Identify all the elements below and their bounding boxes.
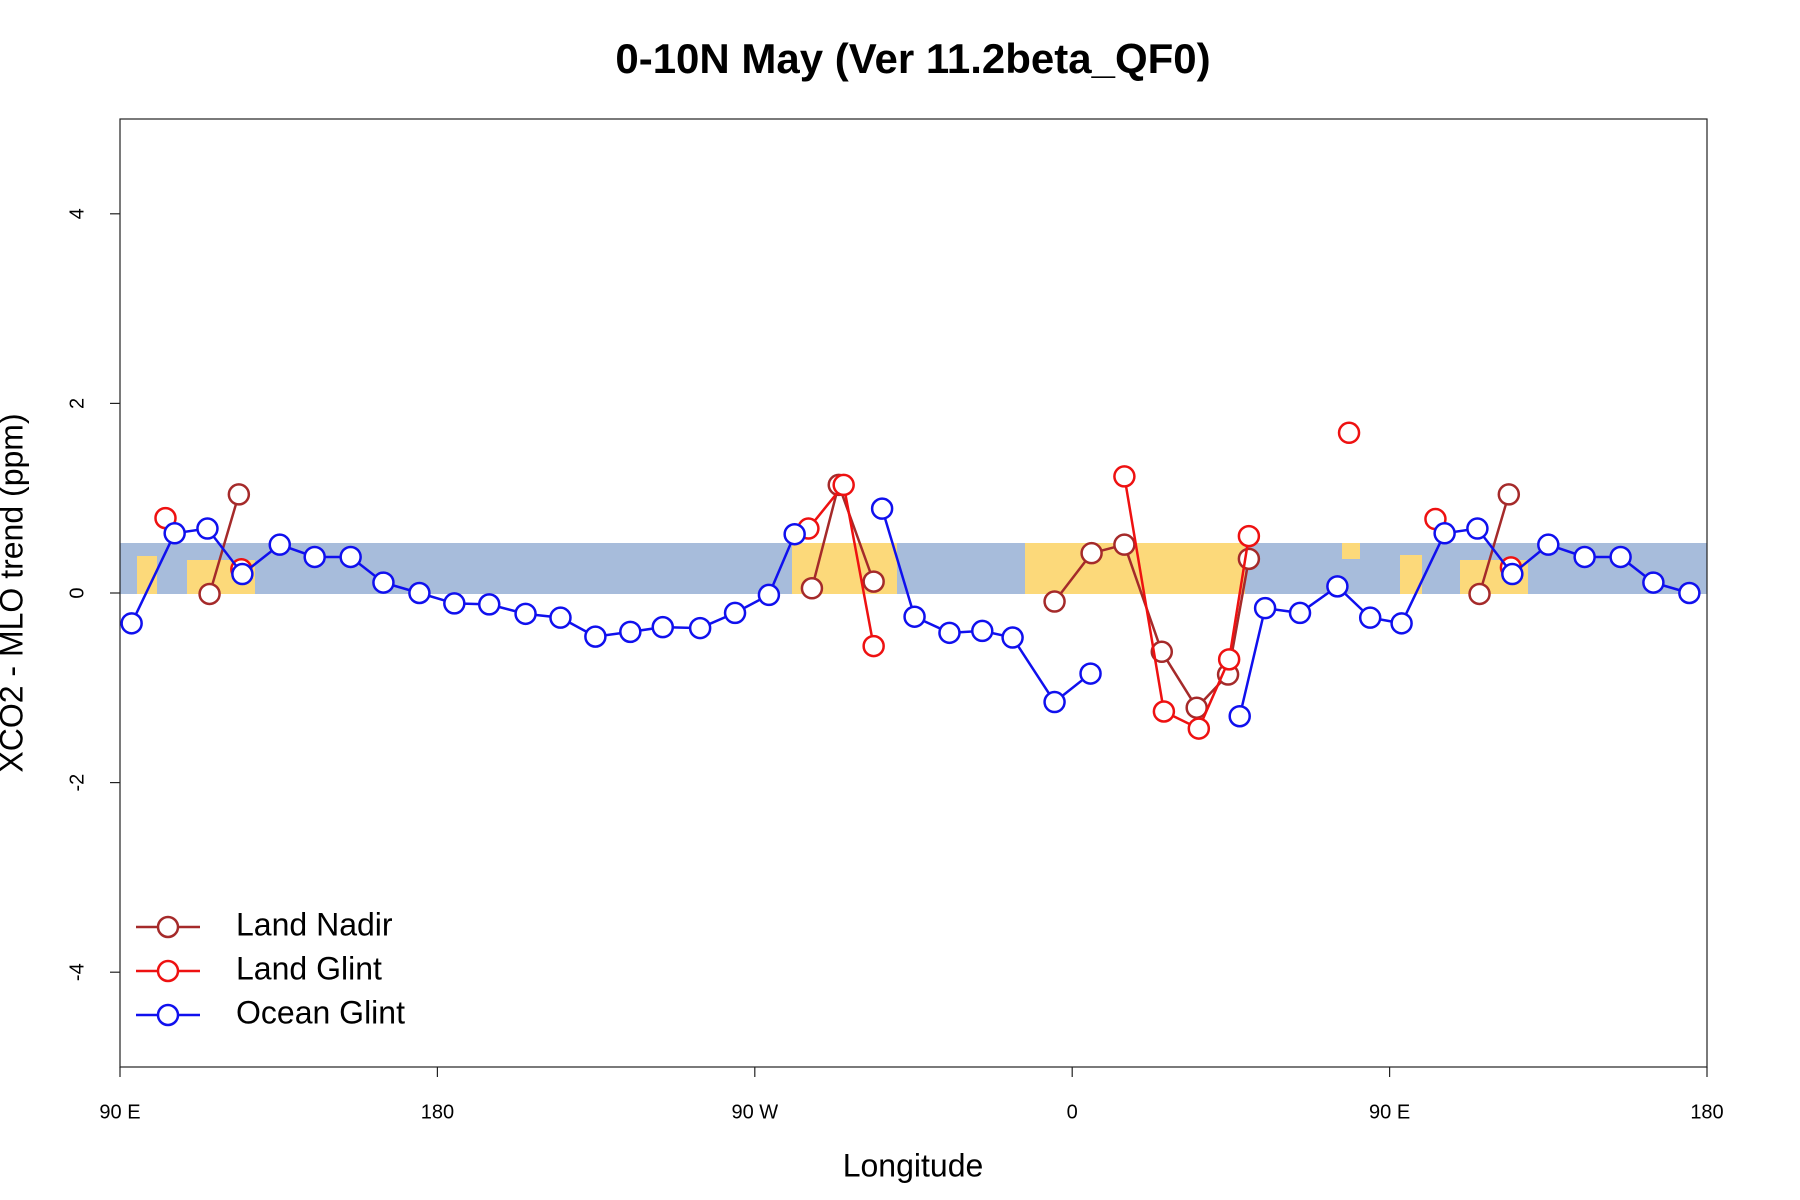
data-point [1497, 483, 1521, 506]
x-tick-label: 90 E [1369, 1101, 1410, 1123]
legend-label: Ocean Glint [236, 994, 405, 1030]
data-point [549, 606, 572, 629]
data-point [688, 616, 712, 640]
y-axis-label: XCO2 - MLO trend (ppm) [0, 413, 29, 772]
x-axis-label: Longitude [843, 1147, 984, 1183]
data-point [1609, 545, 1632, 569]
y-tick-label: 2 [66, 398, 88, 409]
legend-label: Land Nadir [236, 906, 393, 942]
chart-title: 0-10N May (Ver 11.2beta_QF0) [615, 35, 1210, 82]
data-point [1152, 700, 1176, 723]
data-point [1043, 690, 1066, 714]
data-point [303, 545, 326, 569]
data-point [1501, 562, 1524, 586]
data-point [971, 619, 994, 643]
data-point [1113, 533, 1136, 556]
y-tick-label: -2 [66, 774, 88, 792]
data-point [1468, 582, 1491, 606]
y-tick-label: 0 [66, 587, 88, 598]
data-point [862, 634, 885, 658]
legend-marker [156, 1003, 180, 1027]
legend-marker [156, 959, 180, 983]
data-point [1228, 704, 1251, 728]
data-point [120, 612, 143, 635]
data-point [1573, 545, 1596, 569]
data-point [1326, 575, 1349, 598]
data-point [372, 571, 395, 594]
data-point [339, 545, 362, 569]
land-area [137, 556, 157, 594]
legend: Land Nadir Land Glint Ocean Glint [136, 906, 405, 1030]
data-point [619, 620, 642, 644]
x-tick-label: 180 [1690, 1101, 1723, 1123]
data-point [1150, 640, 1174, 664]
data-point [1358, 606, 1382, 629]
data-point [783, 522, 806, 546]
x-tick-label: 90 E [99, 1101, 140, 1123]
land-area [1025, 543, 1245, 594]
data-point [1466, 517, 1489, 540]
x-tick-label: 180 [421, 1101, 454, 1123]
x-tick-label: 0 [1067, 1101, 1078, 1123]
data-point [227, 483, 251, 506]
data-point [1433, 522, 1456, 545]
data-point [1001, 626, 1024, 649]
y-tick-label: -4 [66, 963, 88, 981]
data-point [408, 581, 431, 605]
series-line [208, 480, 1510, 710]
data-point [870, 497, 894, 520]
data-point [938, 621, 961, 645]
data-point [832, 473, 855, 497]
data-point [584, 625, 607, 648]
data-point [514, 602, 537, 626]
data-point [757, 583, 781, 607]
data-point [800, 577, 824, 600]
data-point [1537, 533, 1560, 556]
land-area [1400, 555, 1422, 594]
legend-marker [156, 915, 180, 939]
data-point [1253, 596, 1277, 620]
data-point [163, 522, 186, 545]
data-point [1237, 524, 1261, 548]
data-point [477, 593, 501, 616]
data-point [1187, 717, 1211, 740]
data-point [723, 601, 747, 625]
data-point [1080, 541, 1103, 565]
data-point [268, 533, 292, 556]
data-point [1337, 421, 1361, 445]
data-point [1678, 581, 1701, 605]
land-area [1342, 543, 1360, 559]
data-point [1113, 465, 1136, 488]
data-point [1642, 571, 1665, 594]
data-point [1390, 612, 1413, 635]
y-tick-label: 4 [66, 208, 88, 219]
legend-label: Land Glint [236, 950, 382, 986]
data-point [651, 615, 675, 639]
data-point [1079, 662, 1102, 685]
data-point [1043, 590, 1066, 613]
data-point [1237, 547, 1261, 571]
data-point [862, 570, 885, 593]
data-point [1288, 601, 1312, 625]
data-point [198, 582, 221, 606]
data-point [443, 592, 466, 615]
data-point [196, 517, 219, 540]
series-line [808, 476, 1511, 728]
data-point [231, 562, 254, 586]
x-tick-label: 90 W [731, 1101, 778, 1123]
data-point [903, 605, 926, 628]
data-point [1217, 648, 1241, 671]
